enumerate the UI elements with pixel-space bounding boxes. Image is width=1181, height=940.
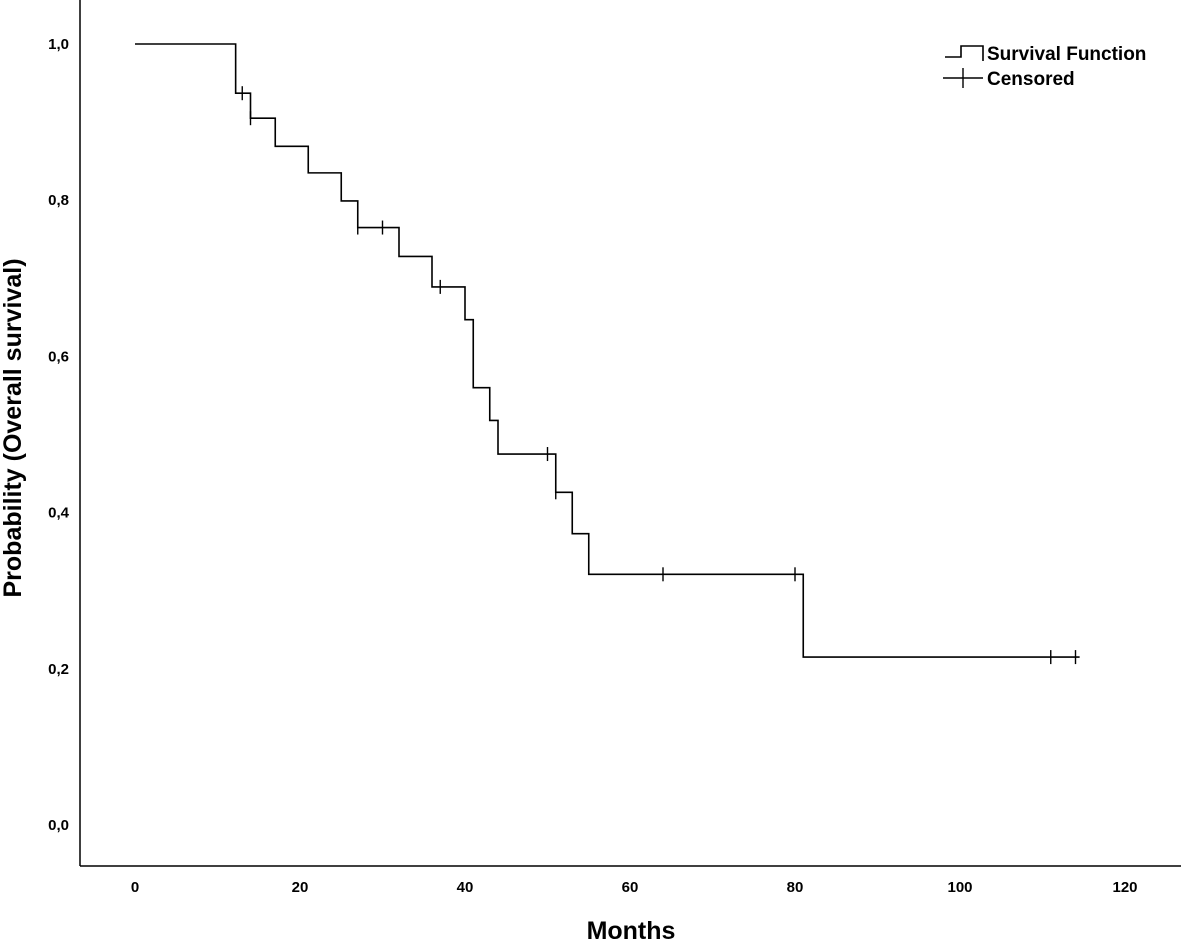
legend: Survival Function Censored: [943, 44, 1146, 90]
survival-function-line: [135, 43, 1080, 658]
y-tick-label: 0,0: [48, 817, 69, 834]
x-tick-label: 60: [622, 879, 639, 896]
x-tick-label: 40: [457, 879, 474, 896]
y-tick-label: 1,0: [48, 36, 69, 53]
x-tick-label: 0: [131, 879, 139, 896]
y-tick-label: 0,6: [48, 348, 69, 365]
y-axis-title: Probability (Overall survival): [0, 258, 27, 597]
y-axis-ticks: 0,0 0,2 0,4 0,6 0,8 1,0: [48, 36, 70, 834]
x-tick-label: 80: [787, 879, 804, 896]
x-tick-label: 20: [292, 879, 309, 896]
y-tick-label: 0,8: [48, 192, 69, 209]
y-tick-label: 0,2: [48, 661, 69, 678]
x-tick-label: 120: [1112, 879, 1137, 896]
y-tick-label: 0,4: [48, 505, 70, 522]
legend-step-symbol: [945, 45, 984, 61]
censor-marks: [241, 86, 1077, 665]
plot-frame: [79, 0, 1181, 867]
series-layer: [135, 43, 1080, 658]
legend-label-survival-function: Survival Function: [987, 44, 1146, 65]
x-axis-title: Months: [587, 917, 676, 940]
x-axis-ticks: 0 20 40 60 80 100 120: [131, 879, 1138, 896]
x-tick-label: 100: [947, 879, 972, 896]
legend-label-censored: Censored: [987, 69, 1075, 90]
